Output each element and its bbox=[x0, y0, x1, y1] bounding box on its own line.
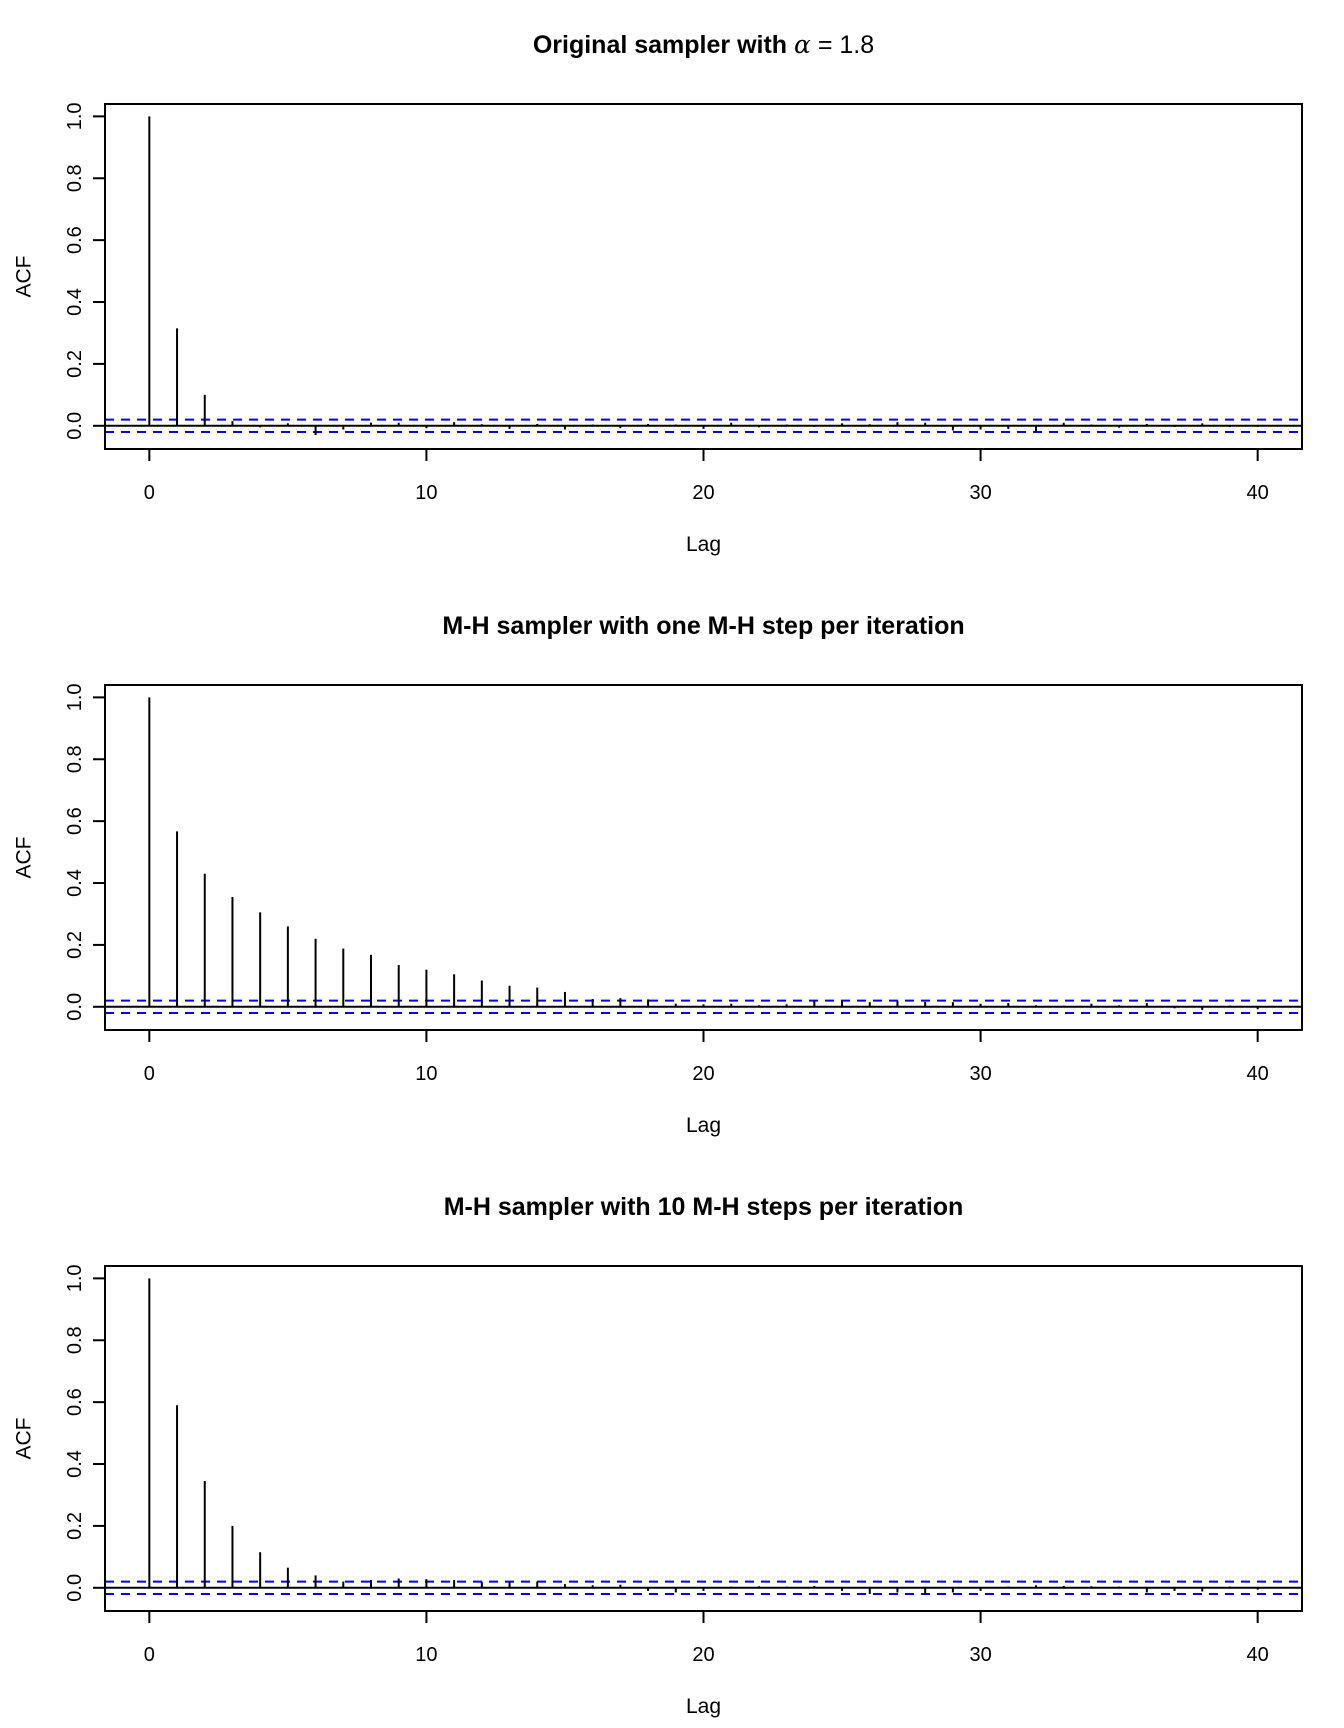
chart-title: M-H sampler with 10 M-H steps per iterat… bbox=[444, 1193, 964, 1221]
y-tick-label: 0.0 bbox=[64, 993, 86, 1021]
y-axis: 0.0 0.2 0.4 0.6 0.8 1.0 bbox=[64, 1264, 106, 1602]
x-tick-label: 40 bbox=[1247, 482, 1269, 504]
y-tick-label: 0.6 bbox=[64, 226, 86, 254]
x-tick-label: 20 bbox=[692, 482, 714, 504]
x-axis: 0 10 20 30 40 bbox=[144, 1610, 1269, 1666]
y-tick-label: 1.0 bbox=[64, 102, 86, 130]
x-axis: 0 10 20 30 40 bbox=[144, 1029, 1269, 1085]
x-tick-label: 10 bbox=[415, 482, 437, 504]
x-tick-label: 40 bbox=[1247, 1644, 1269, 1666]
x-axis-label: Lag bbox=[686, 1114, 721, 1137]
y-tick-label: 0.4 bbox=[64, 288, 86, 316]
y-axis: 0.0 0.2 0.4 0.6 0.8 1.0 bbox=[64, 683, 106, 1021]
y-axis-label: ACF bbox=[13, 837, 36, 879]
acf-panel-1: Original sampler with α = 1.8 0 10 20 30 40 La… bbox=[13, 30, 1303, 556]
y-tick-label: 0.2 bbox=[64, 1512, 86, 1540]
y-axis-label: ACF bbox=[13, 1418, 36, 1460]
x-tick-label: 30 bbox=[969, 1644, 991, 1666]
y-tick-label: 0.6 bbox=[64, 807, 86, 835]
x-tick-label: 0 bbox=[144, 482, 155, 504]
x-tick-label: 40 bbox=[1247, 1063, 1269, 1085]
x-axis: 0 10 20 30 40 bbox=[144, 448, 1269, 504]
x-tick-label: 0 bbox=[144, 1644, 155, 1666]
chart-title-text: M-H sampler with one M-H step per iterat… bbox=[442, 612, 964, 640]
x-axis-label: Lag bbox=[686, 1695, 721, 1718]
acf-panel-3: M-H sampler with 10 M-H steps per iterat… bbox=[13, 1193, 1303, 1718]
chart-title-value: = 1.8 bbox=[811, 31, 874, 59]
y-tick-label: 0.2 bbox=[64, 350, 86, 378]
chart-title: Original sampler with α = 1.8 bbox=[533, 30, 874, 59]
y-tick-label: 0.6 bbox=[64, 1388, 86, 1416]
y-tick-label: 0.2 bbox=[64, 931, 86, 959]
acf-panel-2: M-H sampler with one M-H step per iterat… bbox=[13, 612, 1303, 1137]
y-axis-label: ACF bbox=[13, 256, 36, 298]
chart-title: M-H sampler with one M-H step per iterat… bbox=[442, 612, 964, 640]
x-tick-label: 30 bbox=[969, 482, 991, 504]
x-tick-label: 20 bbox=[692, 1644, 714, 1666]
x-tick-label: 20 bbox=[692, 1063, 714, 1085]
y-tick-label: 0.0 bbox=[64, 1574, 86, 1602]
x-tick-label: 10 bbox=[415, 1063, 437, 1085]
x-axis-label: Lag bbox=[686, 533, 721, 556]
y-tick-label: 0.8 bbox=[64, 164, 86, 192]
chart-title-text: Original sampler with bbox=[533, 31, 794, 59]
x-tick-label: 0 bbox=[144, 1063, 155, 1085]
y-axis: 0.0 0.2 0.4 0.6 0.8 1.0 bbox=[64, 102, 106, 440]
x-tick-label: 10 bbox=[415, 1644, 437, 1666]
y-tick-label: 0.8 bbox=[64, 1326, 86, 1354]
chart-title-symbol: α bbox=[794, 30, 811, 59]
x-tick-label: 30 bbox=[969, 1063, 991, 1085]
y-tick-label: 1.0 bbox=[64, 1264, 86, 1292]
y-tick-label: 0.4 bbox=[64, 869, 86, 897]
y-tick-label: 0.0 bbox=[64, 412, 86, 440]
y-tick-label: 0.8 bbox=[64, 745, 86, 773]
y-tick-label: 0.4 bbox=[64, 1450, 86, 1478]
chart-title-text: M-H sampler with 10 M-H steps per iterat… bbox=[444, 1193, 964, 1221]
y-tick-label: 1.0 bbox=[64, 683, 86, 711]
